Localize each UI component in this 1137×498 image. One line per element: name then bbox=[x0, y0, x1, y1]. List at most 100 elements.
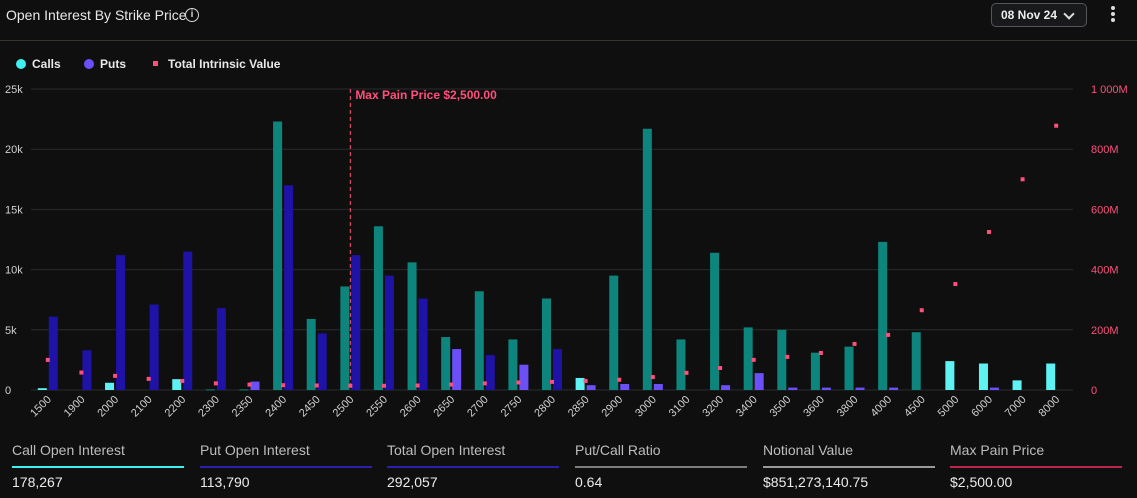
x-tick-label: 5000 bbox=[936, 394, 962, 420]
legend-puts-dot bbox=[84, 59, 94, 69]
expiry-date-select[interactable]: 08 Nov 24 bbox=[991, 3, 1087, 27]
intrinsic-point-2600 bbox=[415, 383, 420, 388]
x-tick-label: 7000 bbox=[1003, 394, 1029, 420]
calls-bar-2000 bbox=[105, 382, 115, 390]
stat-underline bbox=[200, 466, 372, 468]
stat-underline bbox=[12, 466, 184, 468]
intrinsic-point-6000 bbox=[986, 229, 991, 234]
intrinsic-point-2750 bbox=[516, 380, 521, 385]
intrinsic-point-5000 bbox=[953, 282, 958, 287]
puts-bar-2000 bbox=[116, 255, 126, 390]
calls-bar-2800 bbox=[542, 298, 551, 390]
puts-bar-6000 bbox=[989, 387, 999, 390]
calls-bar-8000 bbox=[1046, 363, 1056, 390]
calls-bar-2600 bbox=[407, 262, 417, 390]
y-right-tick-label: 400M bbox=[1091, 265, 1119, 277]
intrinsic-point-3400 bbox=[751, 357, 756, 362]
stat-label: Max Pain Price bbox=[950, 442, 1045, 458]
x-tick-label: 2900 bbox=[600, 394, 626, 420]
stats-bar: Call Open Interest 178,267 Put Open Inte… bbox=[0, 440, 1137, 498]
stat-label: Call Open Interest bbox=[12, 442, 125, 458]
x-tick-label: 3000 bbox=[633, 394, 659, 420]
x-tick-label: 2400 bbox=[263, 394, 289, 420]
x-tick-label: 8000 bbox=[1037, 394, 1063, 420]
intrinsic-point-2350 bbox=[247, 382, 252, 387]
y-left-tick-label: 5k bbox=[5, 325, 17, 337]
legend-item-calls[interactable]: Calls bbox=[16, 57, 61, 71]
calls-bar-7000 bbox=[1012, 380, 1022, 390]
intrinsic-point-2900 bbox=[617, 377, 622, 382]
calls-bar-2900 bbox=[609, 275, 619, 390]
puts-bar-2850 bbox=[586, 385, 596, 390]
puts-bar-2650 bbox=[452, 349, 462, 390]
max-pain-label: Max Pain Price $2,500.00 bbox=[355, 88, 497, 102]
puts-bar-2100 bbox=[149, 304, 159, 390]
x-tick-label: 1900 bbox=[62, 394, 88, 420]
stat-value: $2,500.00 bbox=[950, 474, 1013, 490]
x-tick-label: 2200 bbox=[163, 394, 189, 420]
x-tick-label: 2500 bbox=[331, 394, 357, 420]
puts-bar-2900 bbox=[620, 383, 630, 390]
x-tick-label: 2600 bbox=[398, 394, 424, 420]
calls-bar-2300 bbox=[205, 389, 215, 391]
y-left-tick-label: 25k bbox=[5, 84, 23, 96]
legend-calls-dot bbox=[16, 59, 26, 69]
intrinsic-point-2850 bbox=[583, 378, 588, 383]
y-left-tick-label: 10k bbox=[5, 265, 23, 277]
intrinsic-point-8000 bbox=[1054, 123, 1059, 128]
calls-bar-2550 bbox=[373, 226, 383, 390]
intrinsic-point-3800 bbox=[852, 341, 857, 346]
puts-bar-2550 bbox=[384, 275, 394, 390]
calls-bar-2450 bbox=[306, 318, 316, 390]
y-right-tick-label: 600M bbox=[1091, 204, 1119, 216]
expiry-date-value: 08 Nov 24 bbox=[1001, 8, 1058, 22]
x-tick-label: 2300 bbox=[196, 394, 222, 420]
stat-value: 292,057 bbox=[387, 474, 438, 490]
y-right-tick-label: 800M bbox=[1091, 144, 1119, 156]
x-tick-label: 2700 bbox=[465, 394, 491, 420]
calls-bar-3800 bbox=[844, 346, 854, 390]
calls-bar-3600 bbox=[810, 352, 820, 390]
x-tick-label: 2750 bbox=[499, 394, 525, 420]
x-tick-label: 2100 bbox=[129, 394, 155, 420]
puts-bar-2600 bbox=[418, 298, 428, 390]
x-tick-label: 3200 bbox=[700, 394, 726, 420]
x-tick-label: 1500 bbox=[28, 394, 54, 420]
stat-label: Total Open Interest bbox=[387, 442, 506, 458]
legend-item-intrinsic[interactable]: Total Intrinsic Value bbox=[153, 57, 280, 71]
puts-bar-3000 bbox=[653, 383, 663, 390]
chevron-down-icon bbox=[1063, 8, 1075, 20]
calls-bar-1500 bbox=[37, 388, 47, 390]
puts-bar-3800 bbox=[855, 387, 865, 390]
intrinsic-point-2000 bbox=[113, 373, 118, 378]
stat-label: Notional Value bbox=[763, 442, 854, 458]
info-icon[interactable]: i bbox=[185, 8, 199, 22]
x-tick-label: 2350 bbox=[230, 394, 256, 420]
x-tick-label: 2450 bbox=[297, 394, 323, 420]
x-tick-label: 6000 bbox=[969, 394, 995, 420]
calls-bar-4500 bbox=[911, 332, 921, 390]
intrinsic-point-2400 bbox=[281, 383, 286, 388]
stat-value: 113,790 bbox=[200, 474, 250, 490]
puts-bar-2700 bbox=[485, 355, 495, 390]
x-tick-label: 4500 bbox=[902, 394, 928, 420]
puts-bar-3500 bbox=[788, 387, 798, 390]
x-tick-label: 4000 bbox=[868, 394, 894, 420]
calls-bar-6000 bbox=[978, 363, 988, 390]
calls-bar-2200 bbox=[172, 379, 182, 390]
chart-title: Open Interest By Strike Price bbox=[6, 7, 187, 23]
intrinsic-point-3100 bbox=[684, 370, 689, 375]
more-vertical-icon[interactable] bbox=[1106, 6, 1120, 26]
y-left-tick-label: 20k bbox=[5, 144, 23, 156]
x-tick-label: 3100 bbox=[667, 394, 693, 420]
calls-bar-2750 bbox=[508, 339, 518, 390]
legend-item-puts[interactable]: Puts bbox=[84, 57, 126, 71]
calls-bar-2650 bbox=[441, 337, 451, 390]
intrinsic-point-3200 bbox=[718, 366, 723, 371]
intrinsic-point-2650 bbox=[449, 382, 454, 387]
legend-puts-label: Puts bbox=[100, 57, 127, 71]
legend-intrinsic-label: Total Intrinsic Value bbox=[168, 57, 281, 71]
puts-bar-2350 bbox=[250, 381, 260, 390]
calls-bar-3400 bbox=[743, 327, 753, 390]
calls-bar-4000 bbox=[878, 241, 888, 390]
